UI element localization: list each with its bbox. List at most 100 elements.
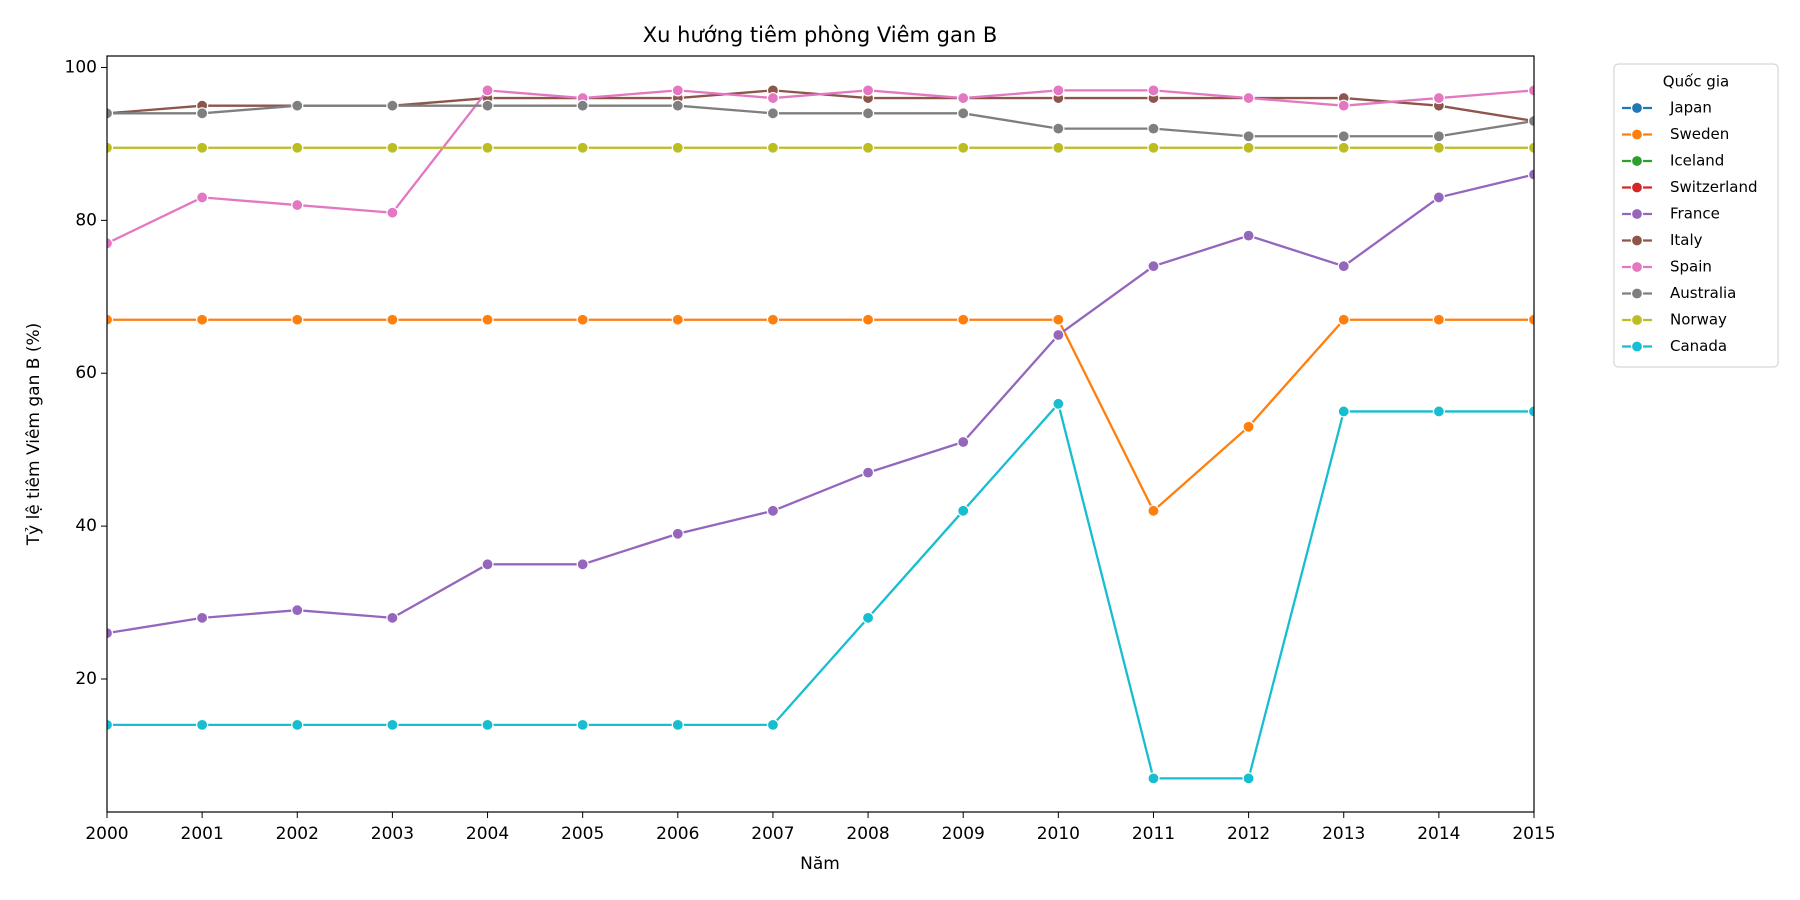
point	[861, 466, 875, 479]
point	[196, 718, 209, 731]
legend-label: Spain	[1670, 258, 1712, 276]
point	[957, 141, 970, 154]
legend-marker	[1630, 234, 1644, 247]
point	[957, 91, 970, 105]
legend-marker	[1630, 313, 1644, 327]
legend-box	[1613, 63, 1779, 368]
chart-title: Xu hướng tiêm phòng Viêm gan B	[643, 23, 997, 47]
y-tick-label: 60	[75, 363, 97, 383]
series-line	[107, 401, 1534, 780]
point	[1337, 130, 1350, 143]
legend-marker	[1630, 207, 1644, 221]
point	[671, 99, 684, 112]
point	[1337, 141, 1350, 154]
point	[671, 84, 684, 97]
plot-frame	[106, 55, 1535, 813]
point	[386, 611, 399, 624]
point	[671, 718, 684, 731]
point	[386, 206, 399, 219]
legend-marker	[1630, 128, 1644, 141]
point	[957, 435, 970, 449]
legend-marker	[1630, 154, 1644, 168]
point	[107, 718, 114, 731]
x-tick-label: 2004	[466, 824, 509, 844]
plot-area	[107, 84, 1534, 785]
series-line	[107, 173, 1534, 635]
point	[1052, 397, 1065, 410]
y-axis-label: Tỷ lệ tiêm Viêm gan B (%)	[24, 323, 44, 547]
point	[1242, 420, 1255, 433]
legend-label: Switzerland	[1670, 178, 1758, 196]
legend-marker	[1630, 287, 1644, 300]
point	[861, 141, 875, 154]
x-tick-label: 2000	[85, 824, 128, 844]
point	[1432, 91, 1445, 105]
point	[1052, 328, 1065, 342]
legend-label: Norway	[1670, 311, 1727, 329]
point	[386, 313, 399, 326]
x-tick-label: 2002	[276, 824, 319, 844]
point	[107, 313, 114, 326]
x-tick-label: 2012	[1227, 824, 1270, 844]
point	[1147, 260, 1160, 273]
point	[386, 141, 399, 154]
point	[1242, 91, 1255, 105]
x-tick-label: 2006	[656, 824, 699, 844]
point	[291, 198, 304, 212]
point	[386, 99, 399, 112]
x-tick-label: 2013	[1322, 824, 1365, 844]
point	[1147, 504, 1160, 517]
point	[1242, 141, 1255, 154]
point	[1147, 772, 1160, 785]
point	[1527, 141, 1534, 154]
point	[1242, 130, 1255, 143]
legend-label: Iceland	[1670, 152, 1724, 170]
point	[671, 141, 684, 154]
point	[957, 313, 970, 326]
x-tick-label: 2008	[846, 824, 889, 844]
point	[766, 141, 780, 154]
point	[1052, 313, 1065, 326]
legend-label: Australia	[1670, 284, 1736, 302]
point	[766, 91, 780, 105]
legend-label: Sweden	[1670, 125, 1729, 143]
point	[861, 84, 875, 97]
point	[481, 99, 494, 112]
point	[671, 527, 684, 540]
point	[1337, 313, 1350, 326]
point	[481, 84, 494, 97]
x-tick-label: 2009	[942, 824, 985, 844]
point	[196, 191, 209, 204]
point	[1052, 84, 1065, 97]
y-tick-label: 80	[75, 210, 97, 230]
y-tick-label: 20	[75, 669, 97, 689]
legend-marker	[1630, 260, 1644, 274]
x-tick-label: 2015	[1512, 824, 1555, 844]
point	[291, 313, 304, 326]
point	[1337, 405, 1350, 418]
point	[196, 611, 209, 624]
x-tick-label: 2007	[751, 824, 794, 844]
x-tick-label: 2003	[371, 824, 414, 844]
point	[1527, 114, 1534, 128]
point	[196, 107, 209, 120]
series-line	[107, 318, 1534, 513]
point	[1527, 405, 1534, 418]
series-line	[107, 89, 1534, 245]
point	[1147, 122, 1160, 135]
y-tick-label: 100	[65, 57, 97, 77]
point	[481, 718, 494, 731]
point	[861, 313, 875, 326]
point	[671, 313, 684, 326]
point	[1242, 229, 1255, 242]
point	[576, 558, 589, 571]
point	[481, 313, 494, 326]
point	[576, 99, 589, 112]
point	[957, 107, 970, 120]
legend-label: France	[1670, 205, 1720, 223]
x-tick-label: 2005	[561, 824, 604, 844]
point	[196, 313, 209, 326]
series-line	[107, 104, 1534, 138]
point	[1527, 168, 1534, 181]
point	[1432, 313, 1445, 326]
